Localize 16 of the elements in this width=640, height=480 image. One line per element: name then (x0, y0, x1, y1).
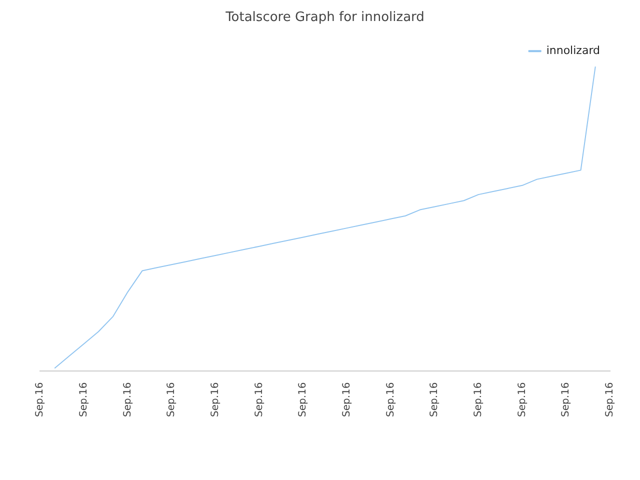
x-tick-label: Sep.16 (560, 382, 572, 418)
x-tick-label: Sep.16 (385, 382, 396, 418)
x-tick-label: Sep.16 (34, 382, 46, 418)
legend-label: innolizard (546, 44, 600, 57)
x-tick-label: Sep.16 (254, 382, 265, 418)
x-tick-label: Sep.16 (342, 382, 353, 418)
x-tick-label: Sep.16 (429, 382, 440, 418)
x-tick-label: Sep.16 (78, 382, 90, 418)
x-tick-label: Sep.16 (298, 382, 309, 418)
x-tick-label: Sep.16 (122, 382, 134, 418)
chart-title: Totalscore Graph for innolizard (224, 10, 424, 26)
x-tick-label: Sep.16 (166, 382, 178, 418)
x-tick-label: Sep.16 (473, 382, 484, 418)
x-tick-label: Sep.16 (516, 382, 528, 418)
x-tick-label: Sep.16 (604, 382, 616, 418)
x-tick-label: Sep.16 (210, 382, 221, 418)
